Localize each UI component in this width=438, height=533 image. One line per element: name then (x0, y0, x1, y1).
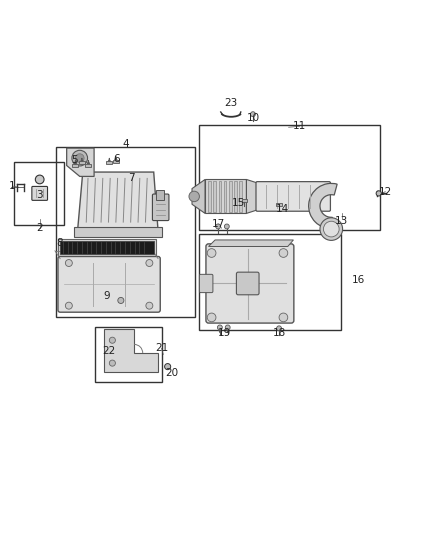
Bar (106, 161, 113, 165)
Circle shape (165, 364, 171, 370)
Circle shape (146, 302, 153, 309)
Text: 19: 19 (218, 328, 231, 337)
Text: 7: 7 (128, 173, 134, 183)
Bar (213, 181, 216, 212)
Bar (208, 181, 211, 212)
FancyBboxPatch shape (32, 187, 47, 200)
Text: 5: 5 (71, 155, 78, 165)
Bar (60, 241, 154, 254)
Polygon shape (247, 180, 257, 213)
Circle shape (225, 325, 230, 330)
Circle shape (224, 224, 229, 229)
Text: 3: 3 (36, 190, 43, 200)
Circle shape (189, 191, 199, 201)
FancyBboxPatch shape (58, 256, 160, 312)
Circle shape (376, 191, 381, 196)
Circle shape (251, 112, 255, 117)
Circle shape (207, 249, 216, 257)
Text: 20: 20 (166, 368, 179, 378)
Bar (276, 203, 282, 206)
Text: 14: 14 (276, 204, 289, 214)
Polygon shape (192, 180, 205, 213)
Bar (229, 181, 232, 212)
Text: 9: 9 (103, 291, 110, 301)
FancyBboxPatch shape (152, 194, 169, 221)
Circle shape (215, 224, 221, 229)
Polygon shape (74, 228, 162, 237)
FancyBboxPatch shape (199, 274, 213, 293)
Wedge shape (309, 183, 337, 229)
Polygon shape (208, 240, 293, 246)
Circle shape (110, 337, 116, 343)
Bar (14, 162, 64, 225)
Bar (56, 147, 195, 317)
Bar (57, 239, 156, 257)
Polygon shape (104, 329, 158, 372)
Circle shape (277, 326, 282, 331)
Text: 13: 13 (335, 216, 348, 226)
Bar (79, 161, 85, 165)
Bar (156, 190, 164, 200)
Text: 12: 12 (378, 187, 392, 197)
Polygon shape (78, 172, 158, 231)
Bar (224, 181, 226, 212)
Bar (72, 164, 78, 167)
Text: 17: 17 (212, 219, 225, 229)
Bar (95, 327, 162, 382)
Bar (242, 199, 247, 201)
Text: 10: 10 (247, 112, 259, 123)
Circle shape (207, 313, 216, 322)
FancyBboxPatch shape (256, 182, 330, 211)
Text: 21: 21 (155, 343, 168, 353)
Bar (234, 181, 237, 212)
Text: 11: 11 (293, 122, 306, 131)
Bar (113, 160, 119, 163)
Polygon shape (67, 148, 94, 176)
Circle shape (110, 360, 116, 366)
Text: 18: 18 (272, 328, 286, 337)
Text: 2: 2 (36, 223, 43, 233)
Text: 1: 1 (9, 181, 16, 191)
Bar (199, 125, 380, 230)
Text: 6: 6 (113, 154, 120, 164)
Circle shape (75, 154, 84, 163)
Text: 8: 8 (57, 238, 63, 247)
FancyBboxPatch shape (206, 244, 294, 323)
Circle shape (279, 313, 288, 322)
Bar (85, 164, 92, 167)
Circle shape (279, 249, 288, 257)
Circle shape (320, 218, 343, 240)
Circle shape (35, 175, 44, 184)
Bar (219, 181, 221, 212)
Text: 16: 16 (352, 276, 365, 286)
Circle shape (118, 297, 124, 303)
Circle shape (217, 325, 223, 330)
Circle shape (65, 260, 72, 266)
Bar (240, 181, 242, 212)
Bar (205, 180, 247, 213)
Circle shape (146, 260, 153, 266)
FancyBboxPatch shape (237, 272, 259, 295)
Text: 22: 22 (102, 346, 116, 357)
Bar (199, 234, 341, 329)
Text: 4: 4 (122, 139, 129, 149)
Text: 23: 23 (225, 98, 238, 108)
Circle shape (65, 302, 72, 309)
Circle shape (72, 150, 88, 166)
Circle shape (323, 221, 339, 237)
Text: 15: 15 (232, 198, 245, 208)
